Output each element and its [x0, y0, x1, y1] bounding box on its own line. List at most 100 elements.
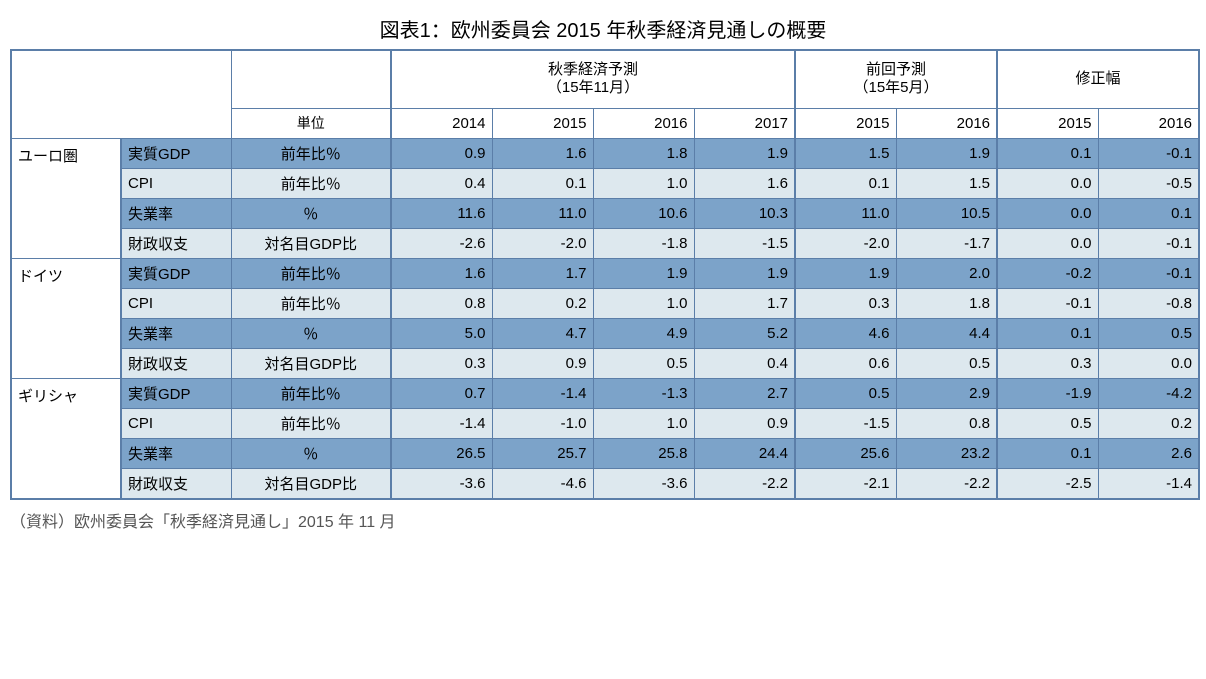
value-cell: 0.1 [997, 138, 1098, 168]
value-cell: 1.7 [492, 258, 593, 288]
indicator-cell: 財政収支 [121, 348, 231, 378]
unit-cell: 前年比％ [231, 408, 391, 438]
indicator-cell: CPI [121, 408, 231, 438]
value-cell: 0.5 [795, 378, 896, 408]
value-cell: 0.5 [997, 408, 1098, 438]
value-cell: 1.8 [896, 288, 997, 318]
indicator-cell: 失業率 [121, 438, 231, 468]
hdr-year-3: 2017 [694, 108, 795, 138]
hdr-year-6: 2015 [997, 108, 1098, 138]
hdr-blank [11, 50, 231, 138]
value-cell: 1.9 [593, 258, 694, 288]
value-cell: 2.0 [896, 258, 997, 288]
region-cell: ギリシャ [11, 378, 121, 499]
value-cell: 1.5 [896, 168, 997, 198]
value-cell: 25.8 [593, 438, 694, 468]
value-cell: 0.7 [391, 378, 492, 408]
hdr-year-2: 2016 [593, 108, 694, 138]
value-cell: 0.2 [492, 288, 593, 318]
value-cell: 10.3 [694, 198, 795, 228]
hdr-group-0: 秋季経済予測（15年11月） [391, 50, 795, 108]
value-cell: 1.9 [795, 258, 896, 288]
unit-cell: 対名目GDP比 [231, 228, 391, 258]
value-cell: 0.8 [896, 408, 997, 438]
unit-cell: 前年比％ [231, 258, 391, 288]
value-cell: -0.8 [1098, 288, 1199, 318]
value-cell: 0.4 [694, 348, 795, 378]
value-cell: 25.6 [795, 438, 896, 468]
value-cell: 11.6 [391, 198, 492, 228]
value-cell: 0.3 [391, 348, 492, 378]
value-cell: -1.9 [997, 378, 1098, 408]
value-cell: -1.4 [492, 378, 593, 408]
value-cell: 1.6 [694, 168, 795, 198]
hdr-year-7: 2016 [1098, 108, 1199, 138]
value-cell: -2.0 [492, 228, 593, 258]
hdr-group-1: 前回予測（15年5月） [795, 50, 997, 108]
value-cell: 11.0 [492, 198, 593, 228]
indicator-cell: 財政収支 [121, 468, 231, 499]
value-cell: -1.5 [795, 408, 896, 438]
value-cell: 4.7 [492, 318, 593, 348]
source-note: （資料）欧州委員会「秋季経済見通し」2015 年 11 月 [10, 508, 1196, 532]
hdr-unit: 単位 [231, 108, 391, 138]
value-cell: -2.2 [694, 468, 795, 499]
value-cell: 0.3 [795, 288, 896, 318]
value-cell: -1.5 [694, 228, 795, 258]
value-cell: -0.1 [997, 288, 1098, 318]
value-cell: 0.1 [795, 168, 896, 198]
unit-cell: ％ [231, 438, 391, 468]
indicator-cell: 実質GDP [121, 378, 231, 408]
value-cell: 1.6 [391, 258, 492, 288]
value-cell: -2.1 [795, 468, 896, 499]
indicator-cell: CPI [121, 288, 231, 318]
value-cell: 2.6 [1098, 438, 1199, 468]
region-cell: ドイツ [11, 258, 121, 378]
value-cell: 5.2 [694, 318, 795, 348]
value-cell: -0.2 [997, 258, 1098, 288]
value-cell: 4.9 [593, 318, 694, 348]
value-cell: 2.9 [896, 378, 997, 408]
value-cell: 26.5 [391, 438, 492, 468]
value-cell: -2.2 [896, 468, 997, 499]
value-cell: -2.0 [795, 228, 896, 258]
value-cell: 1.7 [694, 288, 795, 318]
value-cell: 2.7 [694, 378, 795, 408]
value-cell: 24.4 [694, 438, 795, 468]
value-cell: 23.2 [896, 438, 997, 468]
value-cell: 1.8 [593, 138, 694, 168]
value-cell: 0.0 [997, 198, 1098, 228]
unit-cell: 前年比％ [231, 378, 391, 408]
value-cell: 0.8 [391, 288, 492, 318]
value-cell: 0.5 [593, 348, 694, 378]
hdr-blank-unit [231, 50, 391, 108]
forecast-table: 秋季経済予測（15年11月）前回予測（15年5月）修正幅単位2014201520… [10, 49, 1200, 500]
indicator-cell: 実質GDP [121, 258, 231, 288]
indicator-cell: 実質GDP [121, 138, 231, 168]
value-cell: 0.9 [492, 348, 593, 378]
value-cell: 10.5 [896, 198, 997, 228]
value-cell: -1.8 [593, 228, 694, 258]
indicator-cell: 失業率 [121, 318, 231, 348]
value-cell: 0.5 [1098, 318, 1199, 348]
value-cell: 1.0 [593, 408, 694, 438]
value-cell: 0.0 [997, 168, 1098, 198]
value-cell: -0.1 [1098, 138, 1199, 168]
value-cell: -3.6 [593, 468, 694, 499]
value-cell: 1.6 [492, 138, 593, 168]
value-cell: 0.5 [896, 348, 997, 378]
hdr-year-5: 2016 [896, 108, 997, 138]
value-cell: 1.0 [593, 168, 694, 198]
value-cell: 10.6 [593, 198, 694, 228]
table-header: 秋季経済予測（15年11月）前回予測（15年5月）修正幅単位2014201520… [11, 50, 1199, 138]
indicator-cell: CPI [121, 168, 231, 198]
value-cell: 4.6 [795, 318, 896, 348]
indicator-cell: 失業率 [121, 198, 231, 228]
unit-cell: 前年比％ [231, 288, 391, 318]
table-title: 図表1：欧州委員会 2015 年秋季経済見通しの概要 [10, 14, 1196, 43]
unit-cell: 対名目GDP比 [231, 468, 391, 499]
hdr-year-4: 2015 [795, 108, 896, 138]
value-cell: 0.1 [997, 318, 1098, 348]
value-cell: -1.4 [1098, 468, 1199, 499]
hdr-year-1: 2015 [492, 108, 593, 138]
